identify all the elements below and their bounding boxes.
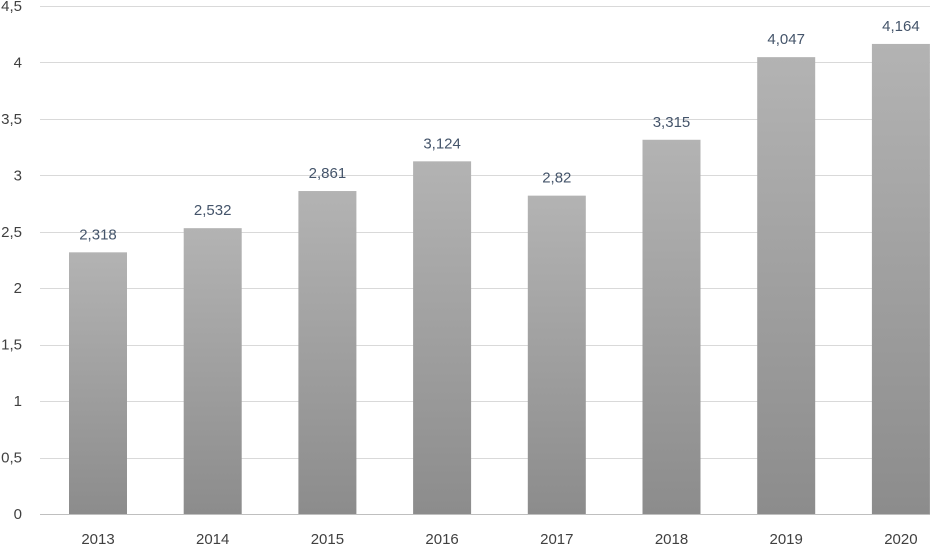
x-tick-label-2016: 2016 [425,531,458,545]
x-tick-label-2017: 2017 [540,531,573,545]
data-label-2013: 2,318 [79,226,117,243]
y-tick-label: 2,5 [1,224,22,241]
y-tick-label: 4,5 [1,0,22,15]
x-tick-label-2020: 2020 [884,531,917,545]
x-axis-ticks: 2013 2014 2015 2016 2017 2018 2019 2020 [81,531,917,548]
x-tick-label-2014: 2014 [196,531,229,545]
x-tick-label-2015: 2015 [311,531,344,545]
y-axis-ticks: 0 0,5 1 1,5 2 2,5 3 3,5 4 4,5 [1,0,22,523]
data-labels: 2,318 2,532 2,861 3,124 2,82 3,315 4,047 4,164 [79,18,919,243]
bar-2014 [183,228,242,514]
y-tick-label: 2 [14,280,22,297]
bar-2019 [757,57,816,514]
y-tick-label: 3 [14,167,22,184]
y-tick-label: 0 [14,506,22,523]
data-label-2019: 4,047 [767,31,805,48]
bar-2020 [871,43,930,515]
y-tick-label: 1 [14,393,22,410]
bar-2015 [298,191,357,514]
data-label-2020: 4,164 [882,18,920,35]
y-tick-label: 4 [14,54,22,71]
x-tick-label-2019: 2019 [770,531,803,545]
bars [69,43,930,515]
bar-2018 [642,139,701,515]
x-tick-label-2013: 2013 [81,531,114,545]
bar-2017 [527,195,586,515]
x-tick-label-2018: 2018 [655,531,688,545]
y-tick-label: 0,5 [1,450,22,467]
y-tick-label: 3,5 [1,111,22,128]
data-label-2014: 2,532 [194,202,232,219]
data-label-2018: 3,315 [653,114,691,131]
data-label-2016: 3,124 [423,135,461,152]
bar-2013 [69,252,127,515]
bar-2016 [413,161,472,514]
y-tick-label: 1,5 [1,337,22,354]
data-label-2017: 2,82 [542,170,571,187]
data-label-2015: 2,861 [309,165,347,182]
